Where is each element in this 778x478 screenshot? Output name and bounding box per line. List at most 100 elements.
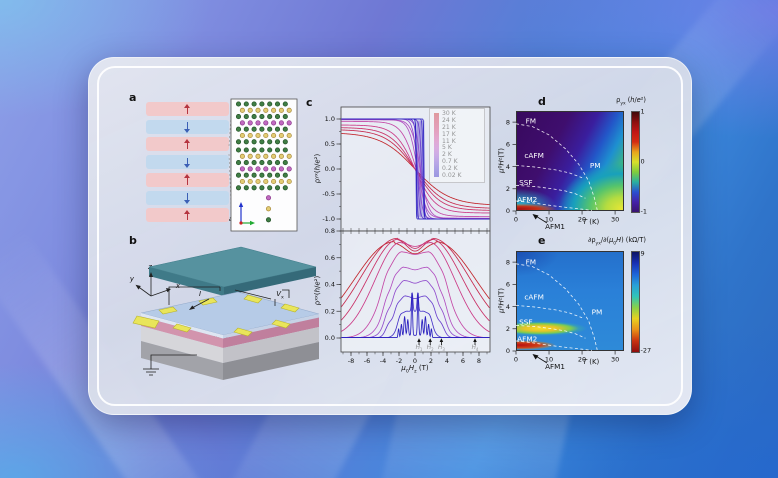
curve-rho-xx (341, 280, 490, 339)
curve-rho-xx (341, 266, 490, 339)
atom-bi (271, 178, 277, 185)
rho-xx-curves (341, 237, 490, 339)
atom-te (251, 126, 257, 132)
atom-bi (271, 132, 277, 139)
atom-te (274, 101, 281, 107)
si-label: Si (225, 363, 233, 371)
x-axis-arrowhead (166, 288, 171, 293)
spin-arrow-stem (186, 177, 189, 185)
spin-arrow-stem (186, 212, 189, 221)
atom-mn (255, 120, 261, 126)
figure-card: a b c d e Mn Bi Te c a b PMMA AlOx MnBi2… (88, 57, 692, 415)
vg-label: Vg (156, 346, 164, 357)
y-tick-label: 0.8 (325, 227, 335, 235)
atom-te (267, 147, 273, 153)
atom-te (251, 139, 257, 145)
atom-te (274, 139, 281, 145)
alox-top-face (140, 291, 320, 336)
electrode-pad (271, 319, 291, 329)
atom-te (251, 185, 257, 191)
map-y-tick-label: 0 (506, 207, 510, 215)
x-tick-label: -4 (380, 357, 386, 365)
atom-te (251, 147, 257, 153)
atom-mn (255, 166, 261, 172)
atom-bi (263, 178, 269, 185)
atom-te (235, 139, 242, 145)
atom-bi (247, 132, 253, 139)
atom-te (243, 101, 249, 107)
transition-field-label: H3 (437, 344, 445, 352)
atom-mn (263, 120, 269, 126)
atom-bi (278, 178, 284, 185)
atom-bi (239, 178, 245, 185)
a-axis-dot (239, 221, 243, 225)
atom-te (274, 147, 281, 153)
transition-field-arrowhead (473, 338, 477, 342)
mnbi2te4-label: MnBi2Te4 (202, 334, 234, 345)
colorbar-tick-label: 0 (641, 157, 645, 165)
legend-bi-circle (265, 206, 272, 212)
map-x-tick-label: 0 (514, 356, 518, 364)
temperature-axis-label-e: T (K) (582, 358, 600, 366)
curve-rho-xx (341, 251, 490, 339)
spin-arrow-head (184, 103, 191, 108)
atom-mn (278, 120, 284, 126)
atom-te (267, 114, 273, 120)
pmma-left-face (149, 267, 224, 296)
atom-bi (247, 153, 253, 159)
atom-bi (255, 178, 261, 185)
y-tick-label: 0.2 (325, 307, 335, 315)
atom-te (243, 160, 249, 166)
afm1-annotation-d: AFM1 (545, 222, 565, 231)
magnetic-layer-down (146, 190, 229, 205)
curve-rho-xx (341, 241, 490, 300)
vy-label: Vy (225, 279, 233, 290)
atom-te (259, 139, 265, 145)
colorbar-d-title: ρyx (h/e²) (616, 96, 646, 107)
transition-field-arrowhead (417, 338, 421, 342)
crystal-c-axis-label: c (237, 193, 241, 201)
atom-mn (239, 166, 245, 172)
atom-mn (247, 120, 253, 126)
colorbar-tick-label: 1 (641, 107, 645, 115)
phase-diagram-rho-yx (516, 111, 624, 211)
atom-te (267, 126, 273, 132)
colorbar-tick-label: -27 (641, 346, 652, 354)
electrode-pad (243, 294, 263, 304)
atom-te (282, 185, 288, 191)
magnetic-layer-up (146, 208, 229, 223)
atom-bi (255, 132, 261, 139)
atom-bi (278, 153, 284, 159)
map-y-tick-label: 0 (506, 347, 510, 355)
atom-mn (247, 166, 253, 172)
atom-bi (286, 132, 292, 139)
atom-bi (286, 107, 292, 113)
x-tick-label: 4 (445, 357, 449, 365)
pmma-label: PMMA (196, 259, 222, 268)
y-tick-label: -1.0 (322, 215, 335, 223)
legend-entry: 0.02 K (442, 171, 462, 179)
atom-te (235, 160, 242, 166)
atom-bi (247, 178, 253, 185)
atom-te (251, 114, 257, 120)
atom-te (251, 160, 257, 166)
crystal-b-axis-label: b (256, 214, 262, 222)
spin-arrow-stem (186, 122, 189, 130)
atom-bi (239, 107, 245, 113)
alox-label: AlOx (206, 319, 222, 330)
gate-wire (150, 354, 168, 369)
temperature-axis-label-d: T (K) (582, 218, 600, 226)
atom-bi (263, 107, 269, 113)
atom-te (243, 147, 249, 153)
atom-te (235, 126, 242, 132)
sio2-layer-right (223, 327, 319, 363)
y-axis-arrow (137, 286, 152, 297)
electrode-pad (158, 306, 178, 315)
curve-rho-xx (341, 237, 490, 308)
vx-probe-wire (234, 289, 272, 300)
current-arrow-line (191, 298, 210, 309)
legend-mn-label: Mn (273, 193, 284, 201)
